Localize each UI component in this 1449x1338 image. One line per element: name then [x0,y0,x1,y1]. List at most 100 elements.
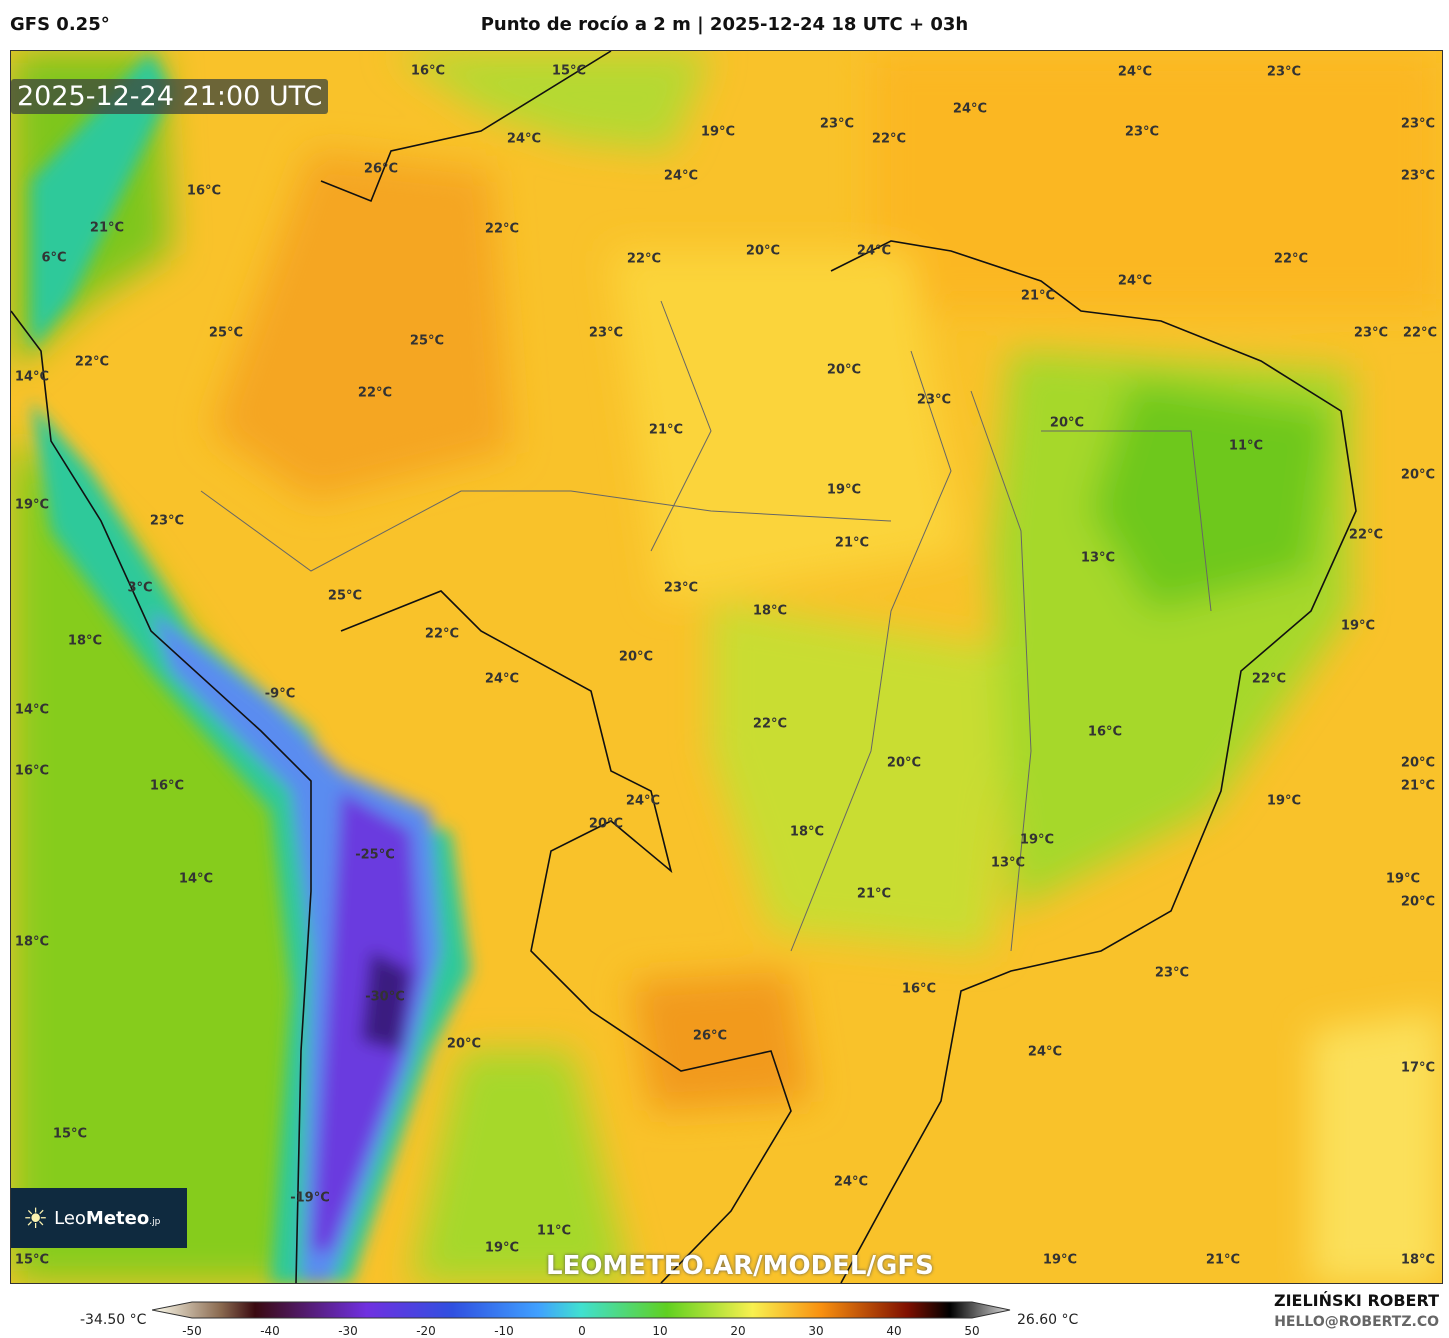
temperature-label: 6°C [41,250,67,266]
temperature-label: -30°C [365,989,405,1005]
logo-text: LeoMeteo.jp [54,1208,160,1229]
temperature-label: 14°C [178,871,214,887]
model-name: GFS 0.25° [10,14,110,35]
temperature-label: 20°C [826,362,862,378]
temperature-label: 19°C [700,124,736,140]
colorbar-tick: 10 [652,1324,668,1338]
temperature-label: 21°C [1205,1252,1241,1268]
colorbar-tick: 30 [808,1324,824,1338]
temperature-label: 19°C [1385,871,1421,887]
temperature-label: 16°C [410,63,446,79]
temperature-label: 24°C [952,101,988,117]
colorbar-tick: -40 [260,1324,280,1338]
temperature-label: 16°C [901,981,937,997]
temperature-label: 24°C [1117,273,1153,289]
temperature-label: 24°C [506,131,542,147]
temperature-label: 24°C [663,168,699,184]
temperature-label: 22°C [1402,325,1438,341]
temperature-label: 19°C [14,497,50,513]
logo-text-bold: Meteo [85,1207,150,1229]
temperature-label: 19°C [1340,618,1376,634]
temperature-label: 23°C [1266,64,1302,80]
colorbar-tick: 50 [964,1324,980,1338]
temperature-label: 22°C [871,131,907,147]
temperature-label: 25°C [409,333,445,349]
temperature-label: 19°C [484,1240,520,1256]
temperature-label: 16°C [186,183,222,199]
colorbar-tick: -20 [416,1324,436,1338]
sun-icon: ☀ [23,1201,49,1235]
temperature-label: 23°C [1400,116,1436,132]
temperature-label: 22°C [484,221,520,237]
temperature-label: 22°C [1348,527,1384,543]
dewpoint-map: 16°C 15°C 24°C 23°C 24°C 19°C 23°C 22°C 24°C 23°C… [10,50,1443,1284]
temperature-label: 15°C [52,1126,88,1142]
temperature-label: 20°C [745,243,781,259]
temperature-label: 20°C [1400,755,1436,771]
colorbar-max: 26.60 °C [1017,1312,1079,1328]
temperature-label: 20°C [446,1036,482,1052]
temperature-label: -19°C [290,1190,330,1206]
temperature-label: 11°C [1228,438,1264,454]
temperature-label: 21°C [648,422,684,438]
temperature-label: 19°C [1019,832,1055,848]
colorbar-tick: 20 [730,1324,746,1338]
temperature-label: 24°C [625,793,661,809]
colorbar-tick: 0 [578,1324,586,1338]
temperature-label: 24°C [856,243,892,259]
colorbar-tick: -50 [182,1324,202,1338]
temperature-label: 18°C [14,934,50,950]
colorbar-tick: 40 [886,1324,902,1338]
map-field [11,51,1442,1283]
temperature-label: 21°C [856,886,892,902]
temperature-label: -25°C [355,847,395,863]
temperature-label: 13°C [1080,550,1116,566]
temperature-label: 13°C [990,855,1026,871]
temperature-label: 23°C [1353,325,1389,341]
author-name: ZIELIŃSKI ROBERT [1273,1291,1439,1310]
temperature-label: 20°C [1400,894,1436,910]
temperature-label: 16°C [149,778,185,794]
temperature-label: 22°C [1251,671,1287,687]
temperature-label: 23°C [149,513,185,529]
colorbar-tick: -10 [494,1324,514,1338]
author-email[interactable]: HELLO@ROBERTZ.CO [1274,1314,1439,1330]
temperature-label: 18°C [752,603,788,619]
map-title: Punto de rocío a 2 m | 2025-12-24 18 UTC… [480,14,969,35]
temperature-label: 22°C [752,716,788,732]
temperature-label: 16°C [1087,724,1123,740]
colorbar-tick: -30 [338,1324,358,1338]
temperature-label: 23°C [1154,965,1190,981]
temperature-label: 22°C [424,626,460,642]
temperature-label: 20°C [1049,415,1085,431]
temperature-label: 18°C [67,633,103,649]
temperature-label: 25°C [208,325,244,341]
colorbar-min: -34.50 °C [80,1312,147,1328]
temperature-label: 21°C [834,535,870,551]
temperature-label: 18°C [1400,1252,1436,1268]
temperature-label: 25°C [327,588,363,604]
colorbar [152,1301,1011,1319]
temperature-label: 24°C [1027,1044,1063,1060]
temperature-label: 24°C [484,671,520,687]
valid-time: 2025-12-24 21:00 UTC [11,79,329,114]
leometeo-logo[interactable]: ☀ LeoMeteo.jp [11,1188,187,1248]
temperature-label: 24°C [1117,64,1153,80]
temperature-label: 20°C [886,755,922,771]
temperature-label: -9°C [264,686,296,702]
temperature-label: 19°C [1042,1252,1078,1268]
temperature-label: 26°C [363,161,399,177]
temperature-label: 16°C [14,763,50,779]
temperature-label: 22°C [74,354,110,370]
temperature-label: 14°C [14,369,50,385]
temperature-label: 21°C [1020,288,1056,304]
temperature-label: 24°C [833,1174,869,1190]
temperature-label: 23°C [588,325,624,341]
temperature-label: 15°C [551,63,587,79]
temperature-label: 18°C [789,824,825,840]
temperature-label: 19°C [1266,793,1302,809]
temperature-label: 21°C [89,220,125,236]
temperature-label: 3°C [127,580,153,596]
temperature-label: 19°C [826,482,862,498]
logo-text-light: Leo [54,1207,86,1229]
